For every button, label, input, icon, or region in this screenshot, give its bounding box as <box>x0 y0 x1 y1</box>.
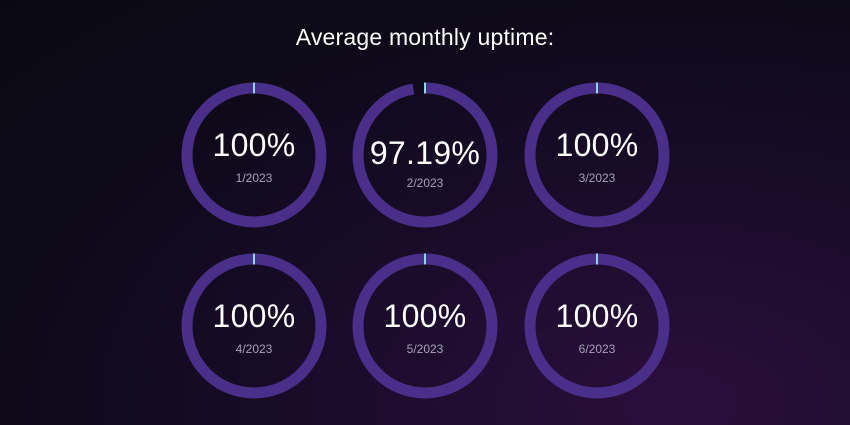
gauge-month-label: 4/2023 <box>235 342 273 356</box>
gauge-month-label: 3/2023 <box>578 171 616 185</box>
gauge-value: 100% <box>555 127 639 163</box>
gauge-start-marker <box>424 82 426 94</box>
gauge-mar-2023: 100% 3/2023 <box>522 80 672 230</box>
gauge-value: 100% <box>212 298 296 334</box>
gauge-value: 100% <box>212 127 296 163</box>
gauge-month-label: 5/2023 <box>406 342 444 356</box>
gauge-apr-2023: 100% 4/2023 <box>179 251 329 401</box>
gauge-value: 100% <box>383 298 467 334</box>
chart-title: Average monthly uptime: <box>295 24 555 50</box>
gauge-month-label: 1/2023 <box>235 171 273 185</box>
gauge-start-marker <box>424 253 426 265</box>
gauge-start-marker <box>596 82 598 94</box>
gauge-start-marker <box>253 82 255 94</box>
gauge-jun-2023: 100% 6/2023 <box>522 251 672 401</box>
gauge-may-2023: 100% 5/2023 <box>350 251 500 401</box>
gauge-value: 97.19% <box>369 135 481 171</box>
gauge-month-label: 2/2023 <box>406 176 444 190</box>
gauge-jan-2023: 100% 1/2023 <box>179 80 329 230</box>
gauge-month-label: 6/2023 <box>578 342 616 356</box>
gauge-feb-2023: 97.19% 2/2023 <box>350 80 500 230</box>
gauge-start-marker <box>253 253 255 265</box>
gauge-value: 100% <box>555 298 639 334</box>
gauge-start-marker <box>596 253 598 265</box>
